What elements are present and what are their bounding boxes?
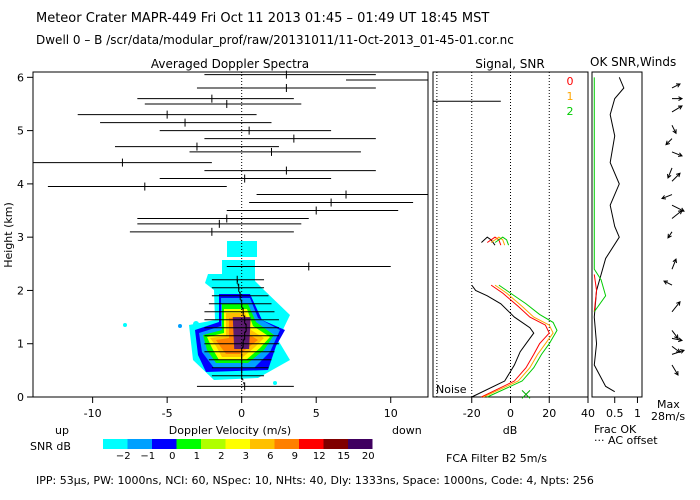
ok-label-0: 0 xyxy=(567,75,574,88)
doppler-xtick-label: 0 xyxy=(238,407,245,420)
doppler-xtick-label: 10 xyxy=(384,407,398,420)
doppler-ylabel: Height (km) xyxy=(2,202,15,268)
signal-xlabel: dB xyxy=(503,424,518,437)
wind-arrow xyxy=(665,138,673,146)
colorbar-swatch xyxy=(348,439,373,449)
colorbar-label: 6 xyxy=(267,451,273,462)
wind-arrow xyxy=(671,349,685,355)
wind-arrow xyxy=(663,280,673,286)
colorbar-label: 3 xyxy=(243,451,249,462)
wind-arrow xyxy=(671,105,683,113)
doppler-xtick-label: 5 xyxy=(313,407,320,420)
doppler-title: Averaged Doppler Spectra xyxy=(151,57,309,71)
colorbar-swatch xyxy=(152,439,177,449)
colorbar-label: 1 xyxy=(194,451,200,462)
ac-offset-label: ··· AC offset xyxy=(594,434,658,447)
signal-marker xyxy=(521,389,531,399)
doppler-ytick-label: 0 xyxy=(17,391,24,404)
doppler-frame xyxy=(32,71,429,398)
fracok-series-frac xyxy=(593,77,625,393)
signal-xtick-label: -20 xyxy=(463,407,481,420)
max-value-label: 28m/s xyxy=(651,410,686,423)
signal-series-signal xyxy=(471,284,535,398)
doppler-ytick-label: 6 xyxy=(17,71,24,84)
wind-arrow xyxy=(667,167,673,179)
wind-arrow xyxy=(671,300,681,313)
wind-arrow xyxy=(667,231,673,239)
wind-arrow xyxy=(671,364,679,376)
wind-arrow xyxy=(671,151,683,157)
signal-series-snr2 xyxy=(487,284,558,398)
header-subtitle: Dwell 0 – B /scr/data/modular_prof/raw/2… xyxy=(36,33,514,47)
colorbar-swatch xyxy=(103,439,128,449)
colorbar-swatch xyxy=(299,439,324,449)
doppler-xtick-label: -10 xyxy=(84,407,102,420)
wind-arrow xyxy=(672,96,684,101)
doppler-ytick-label: 2 xyxy=(17,284,24,297)
wind-arrow xyxy=(671,345,681,354)
wind-arrow xyxy=(671,125,677,135)
signal-series-snr2 xyxy=(494,236,510,246)
snr-db-label: SNR dB xyxy=(30,440,71,453)
colorbar-label: −1 xyxy=(140,451,155,462)
doppler-xlabel: Doppler Velocity (m/s) xyxy=(169,424,291,437)
doppler-mean-profile xyxy=(236,279,247,387)
noise-label: Noise xyxy=(436,383,467,396)
fracok-frame xyxy=(591,71,643,398)
signal-xtick-label: 20 xyxy=(542,407,556,420)
up-label: up xyxy=(55,424,69,437)
signal-series-snr1 xyxy=(483,284,554,398)
wind-arrow xyxy=(671,209,683,219)
fracok-series-okred xyxy=(593,274,598,312)
wind-arrow xyxy=(671,172,681,182)
signal-series-signal xyxy=(481,236,496,246)
colorbar-swatch xyxy=(274,439,299,449)
ok-label-1: 1 xyxy=(567,90,574,103)
doppler-ytick-label: 5 xyxy=(17,125,24,138)
footer-params: IPP: 53µs, PW: 1000ns, NCI: 60, NSpec: 1… xyxy=(36,474,594,487)
wind-arrow xyxy=(671,83,681,89)
colorbar-swatch xyxy=(323,439,348,449)
colorbar-label: −2 xyxy=(116,451,131,462)
signal-series-snr0 xyxy=(481,284,550,398)
colorbar-swatch xyxy=(201,439,226,449)
colorbar-swatch xyxy=(225,439,250,449)
wind-arrow xyxy=(671,330,679,340)
doppler-ytick-label: 4 xyxy=(17,178,24,191)
colorbar-swatch xyxy=(250,439,275,449)
header-title: Meteor Crater MAPR-449 Fri Oct 11 2013 0… xyxy=(36,11,490,26)
snr-blob xyxy=(123,241,290,385)
colorbar-swatch xyxy=(176,439,201,449)
wind-arrow xyxy=(661,194,673,200)
wind-arrow xyxy=(671,258,677,270)
doppler-ytick-label: 3 xyxy=(17,231,24,244)
colorbar-label: 9 xyxy=(292,451,298,462)
fracok-series-okgreen xyxy=(593,77,607,313)
colorbar-label: 12 xyxy=(313,451,326,462)
colorbar-label: 20 xyxy=(362,451,375,462)
frac-ok-label: Frac OK xyxy=(594,423,637,436)
signal-xtick-label: 40 xyxy=(581,407,595,420)
wind-arrow xyxy=(671,337,684,343)
fracok-xtick-label: 1 xyxy=(634,407,641,420)
colorbar-swatch xyxy=(127,439,152,449)
colorbar-label: 2 xyxy=(218,451,224,462)
fca-filter: FCA Filter B2 5m/s xyxy=(446,452,547,465)
max-label: Max xyxy=(657,398,680,411)
ok-label-2: 2 xyxy=(567,105,574,118)
colorbar-label: 15 xyxy=(337,451,350,462)
colorbar-label: 0 xyxy=(169,451,175,462)
signal-title: Signal, SNR xyxy=(475,57,544,71)
doppler-ytick-label: 1 xyxy=(17,338,24,351)
signal-xtick-label: 0 xyxy=(507,407,514,420)
ok-snr-winds-label: OK SNR,Winds xyxy=(590,55,677,69)
doppler-xtick-label: -5 xyxy=(162,407,173,420)
down-label: down xyxy=(392,424,422,437)
fracok-xtick-label: 0.5 xyxy=(606,407,624,420)
